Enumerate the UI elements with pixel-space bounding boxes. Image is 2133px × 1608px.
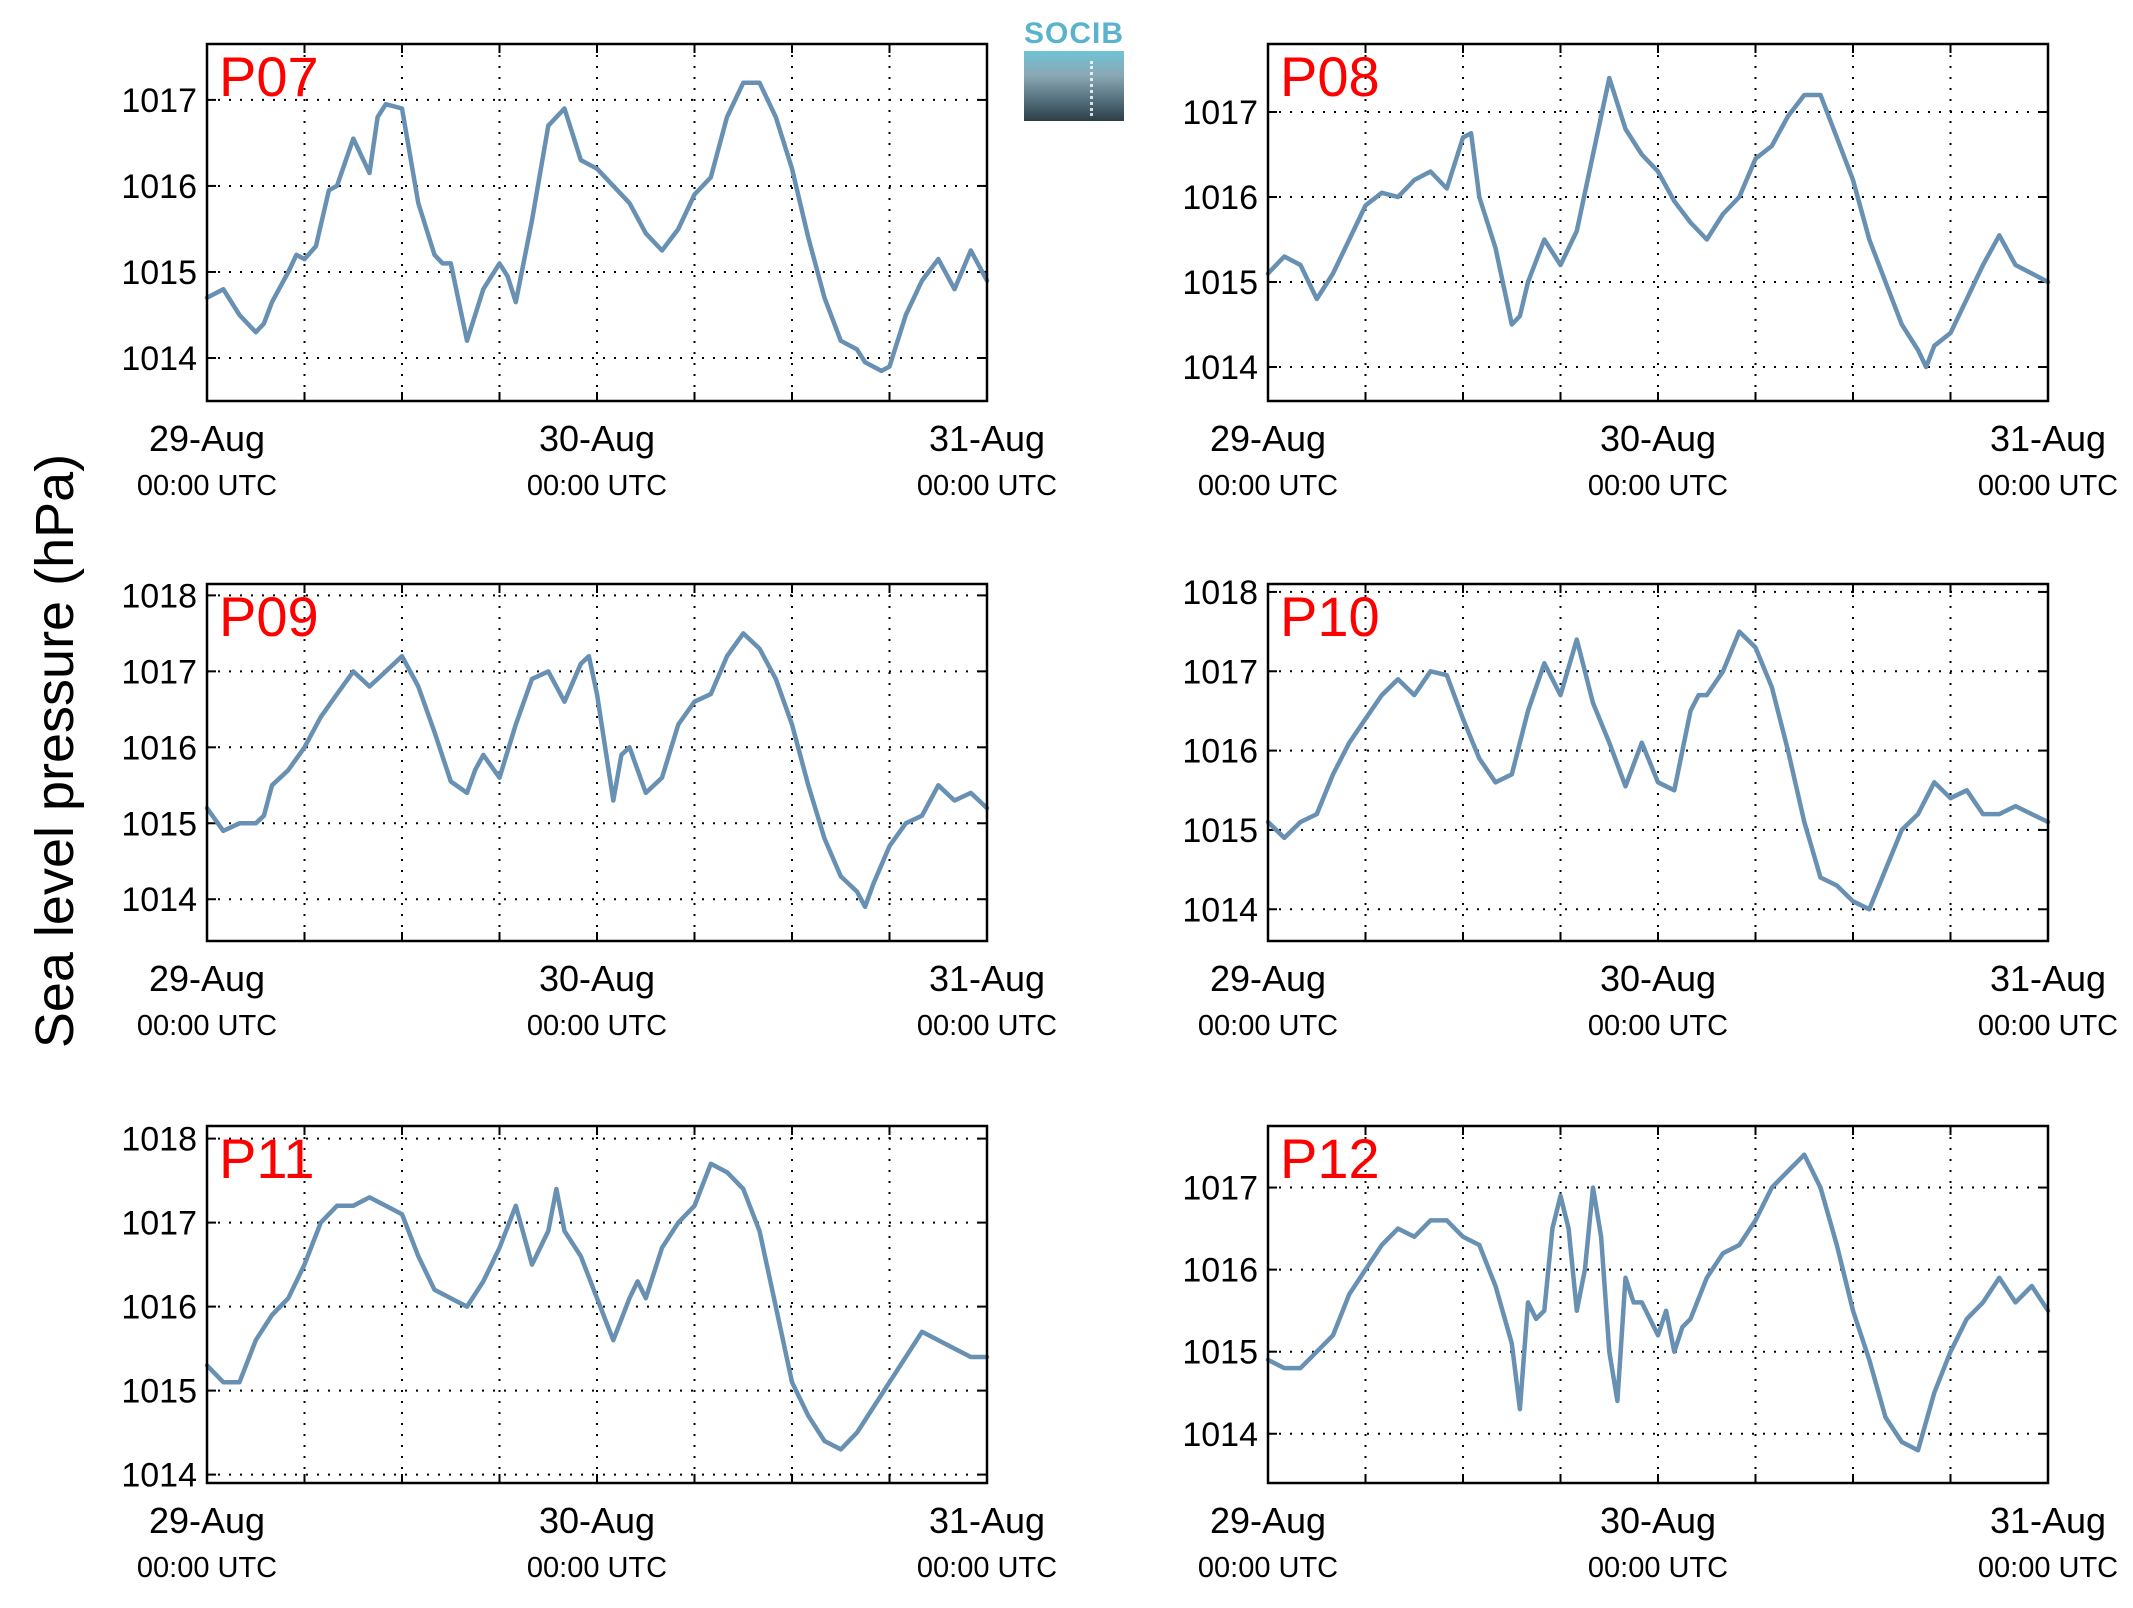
x-tick-sublabel: 00:00 UTC [1978,1010,2118,1042]
y-tick-label: 1016 [121,1289,197,1327]
y-tick-label: 1014 [121,1457,197,1495]
plot-frame [205,42,989,403]
panel-label: P10 [1280,585,1380,648]
logo-graphic [1024,51,1124,121]
x-tick-sublabel: 00:00 UTC [1588,470,1728,502]
socib-logo: SOCIB [1024,18,1124,121]
x-tick-label: 29-Aug [1210,418,1326,459]
panel-p07: 1014 1015 1016 1017 29-Aug 00:00 UTC 30-Aug 00:… [121,42,1057,502]
x-tick-label: 29-Aug [149,1500,265,1541]
y-tick-label: 1016 [121,729,197,767]
y-tick-label: 1018 [121,577,197,615]
x-tick-sublabel: 00:00 UTC [917,470,1057,502]
panel-p11: 1014 1015 1016 1017 1018 29-Aug 00:00 UTC 30-Au… [121,1121,1057,1584]
y-tick-label: 1016 [121,168,197,206]
series-line [1265,1152,2051,1453]
x-tick-label: 29-Aug [149,418,265,459]
series-line [1265,75,2051,370]
plot-frame [205,1124,989,1485]
x-tick-sublabel: 00:00 UTC [1588,1552,1728,1584]
y-tick-label: 1015 [1182,812,1258,850]
y-tick-label: 1016 [1182,1252,1258,1290]
y-tick-label: 1017 [1182,653,1258,691]
x-tick-sublabel: 00:00 UTC [527,1010,667,1042]
y-tick-label: 1016 [1182,733,1258,771]
x-tick-label: 31-Aug [1990,418,2106,459]
x-tick-sublabel: 00:00 UTC [1588,1010,1728,1042]
series-line [1265,629,2051,912]
y-tick-label: 1018 [121,1121,197,1159]
panel-p12: 1014 1015 1016 1017 29-Aug 00:00 UTC 30-Aug 00:… [1182,1124,2118,1584]
series-line [204,1161,990,1452]
y-tick-label: 1018 [1182,574,1258,612]
x-tick-sublabel: 00:00 UTC [917,1552,1057,1584]
x-tick-sublabel: 00:00 UTC [1198,1552,1338,1584]
y-tick-label: 1016 [1182,179,1258,217]
y-tick-label: 1017 [121,653,197,691]
y-tick-label: 1017 [121,1205,197,1243]
x-tick-label: 30-Aug [539,1500,655,1541]
x-tick-label: 31-Aug [1990,1500,2106,1541]
x-tick-sublabel: 00:00 UTC [917,1010,1057,1042]
x-tick-sublabel: 00:00 UTC [1978,470,2118,502]
x-tick-sublabel: 00:00 UTC [527,470,667,502]
x-tick-sublabel: 00:00 UTC [527,1552,667,1584]
panel-p10: 1014 1015 1016 1017 1018 29-Aug 00:00 UTC 30-Au… [1182,574,2118,1042]
y-tick-label: 1014 [121,881,197,919]
x-tick-label: 30-Aug [1600,958,1716,999]
x-tick-label: 29-Aug [149,958,265,999]
y-tick-label: 1015 [121,254,197,292]
y-tick-label: 1017 [1182,1170,1258,1208]
panel-label: P12 [1280,1127,1380,1190]
series-line [204,631,990,910]
y-tick-label: 1017 [1182,94,1258,132]
panel-label: P11 [219,1127,314,1190]
x-tick-sublabel: 00:00 UTC [137,1010,277,1042]
y-tick-label: 1015 [121,1373,197,1411]
x-tick-label: 29-Aug [1210,1500,1326,1541]
plot-frame [1266,42,2050,403]
y-tick-label: 1014 [121,340,197,378]
panel-label: P07 [219,45,319,108]
x-tick-sublabel: 00:00 UTC [1198,1010,1338,1042]
y-tick-label: 1014 [1182,1416,1258,1454]
y-tick-label: 1017 [121,82,197,120]
x-tick-sublabel: 00:00 UTC [137,470,277,502]
x-tick-label: 31-Aug [1990,958,2106,999]
x-tick-sublabel: 00:00 UTC [137,1552,277,1584]
x-tick-sublabel: 00:00 UTC [1978,1552,2118,1584]
x-tick-label: 30-Aug [1600,1500,1716,1541]
logo-text: SOCIB [1024,17,1125,50]
x-tick-label: 30-Aug [1600,418,1716,459]
series-line [204,80,990,374]
panel-p08: 1014 1015 1016 1017 29-Aug 00:00 UTC 30-Aug 00:… [1182,42,2118,502]
x-tick-sublabel: 00:00 UTC [1198,470,1338,502]
y-tick-label: 1014 [1182,349,1258,387]
x-tick-label: 31-Aug [929,418,1045,459]
plot-frame [205,582,989,943]
y-tick-label: 1015 [1182,1334,1258,1372]
x-tick-label: 30-Aug [539,958,655,999]
x-tick-label: 31-Aug [929,958,1045,999]
panel-p09: 1014 1015 1016 1017 1018 29-Aug 00:00 UTC 30-Au… [121,577,1057,1042]
y-axis-label: Sea level pressure (hPa) [25,453,85,1049]
x-tick-label: 29-Aug [1210,958,1326,999]
y-tick-label: 1015 [121,805,197,843]
y-tick-label: 1014 [1182,891,1258,929]
plot-frame [1266,582,2050,943]
x-tick-label: 31-Aug [929,1500,1045,1541]
y-tick-label: 1015 [1182,264,1258,302]
panel-label: P08 [1280,45,1380,108]
panel-label: P09 [219,585,319,648]
plot-frame [1266,1124,2050,1485]
x-tick-label: 30-Aug [539,418,655,459]
